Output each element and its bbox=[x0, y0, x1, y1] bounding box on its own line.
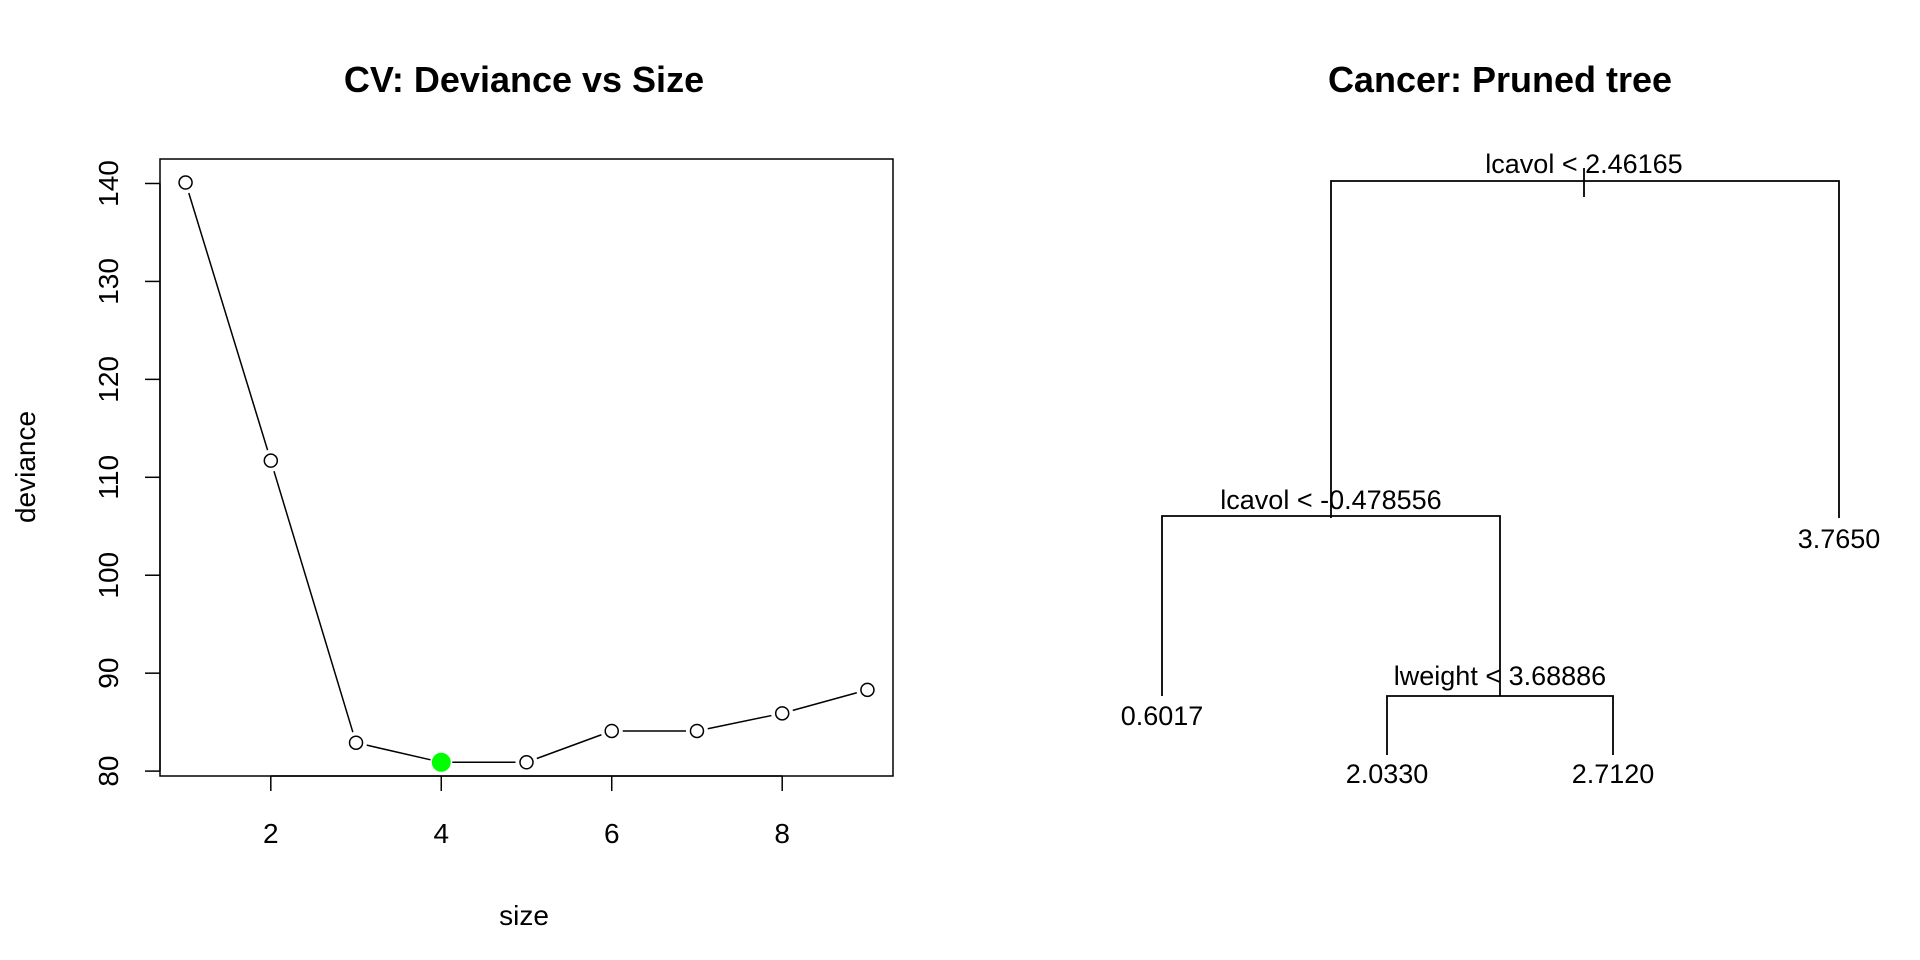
y-axis-label: deviance bbox=[10, 411, 41, 523]
x-tick-label: 2 bbox=[263, 818, 279, 849]
left-right-split-label: lweight < 3.68886 bbox=[1394, 661, 1606, 691]
series-segment bbox=[188, 192, 269, 451]
root-branch bbox=[1330, 180, 1840, 518]
x-tick-label: 4 bbox=[433, 818, 449, 849]
pruned-tree-chart: Cancer: Pruned tree lcavol < 2.46165 lca… bbox=[1121, 59, 1881, 789]
x-axis: 2 4 6 8 bbox=[263, 775, 790, 849]
series-segment bbox=[536, 734, 602, 760]
tree-branches bbox=[1161, 168, 1840, 755]
y-tick-label: 90 bbox=[93, 658, 124, 689]
tree-chart-title: Cancer: Pruned tree bbox=[1328, 59, 1672, 100]
series-segment bbox=[273, 470, 354, 733]
series-segment bbox=[366, 744, 431, 761]
y-tick-label: 80 bbox=[93, 756, 124, 787]
x-tick-label: 8 bbox=[774, 818, 790, 849]
leaf-label-1: 0.6017 bbox=[1121, 701, 1204, 731]
left-split-label: lcavol < -0.478556 bbox=[1220, 485, 1441, 515]
cv-chart-title: CV: Deviance vs Size bbox=[344, 59, 704, 100]
data-point bbox=[774, 706, 790, 721]
y-tick-label: 130 bbox=[93, 258, 124, 305]
series-segment bbox=[707, 714, 772, 730]
data-point bbox=[604, 723, 619, 739]
series-segment bbox=[792, 692, 858, 712]
cv-series bbox=[178, 175, 875, 772]
y-tick-label: 110 bbox=[93, 455, 124, 500]
data-point bbox=[263, 453, 279, 468]
left-right-branch bbox=[1386, 695, 1614, 755]
y-tick-label: 120 bbox=[93, 356, 124, 403]
data-point bbox=[689, 723, 705, 739]
y-tick-label: 140 bbox=[93, 160, 124, 207]
x-axis-label: size bbox=[499, 900, 549, 931]
left-branch bbox=[1161, 515, 1501, 696]
leaf-label-2: 2.0330 bbox=[1346, 759, 1429, 789]
min-point-highlight bbox=[431, 752, 451, 772]
x-tick-label: 6 bbox=[604, 818, 620, 849]
y-axis: 80 90 100 110 120 130 140 bbox=[93, 160, 161, 787]
data-point bbox=[178, 175, 193, 190]
cv-deviance-chart: CV: Deviance vs Size 2 4 6 8 80 90 100 110 120 1… bbox=[10, 59, 894, 931]
leaf-label-3: 2.7120 bbox=[1572, 759, 1655, 789]
data-point bbox=[519, 755, 534, 770]
root-split-label: lcavol < 2.46165 bbox=[1485, 149, 1682, 179]
leaf-label-4: 3.7650 bbox=[1798, 524, 1881, 554]
data-point bbox=[348, 735, 364, 750]
y-tick-label: 100 bbox=[93, 552, 124, 599]
data-point bbox=[860, 682, 875, 698]
